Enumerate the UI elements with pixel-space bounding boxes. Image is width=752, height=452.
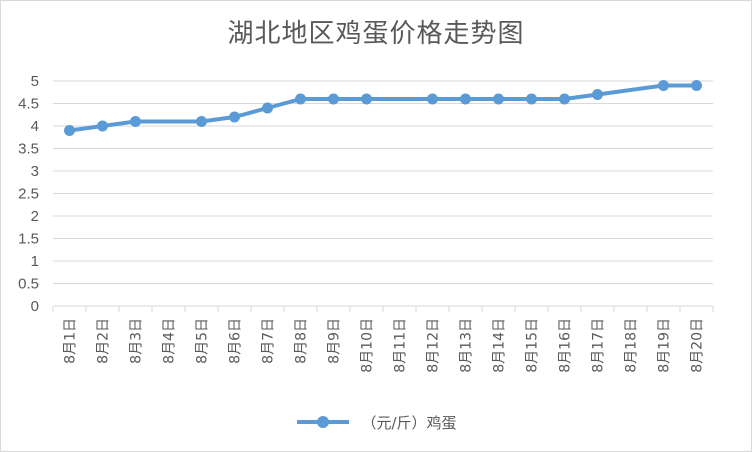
x-tick-label: 8月6日 <box>228 318 244 364</box>
y-tick-label: 2.5 <box>18 186 39 203</box>
y-tick-label: 4 <box>31 118 39 135</box>
data-point <box>361 93 372 105</box>
data-point <box>328 93 339 105</box>
data-point <box>130 116 141 127</box>
x-tick-label: 8月4日 <box>162 318 178 364</box>
x-tick-label: 8月11日 <box>393 318 409 373</box>
y-tick-label: 0.5 <box>18 276 39 293</box>
legend-marker <box>297 416 350 428</box>
y-tick-label: 1.5 <box>18 231 39 248</box>
x-tick-label: 8月7日 <box>261 318 277 364</box>
legend-label: （元/斤）鸡蛋 <box>361 413 457 432</box>
y-tick-label: 0 <box>31 298 39 315</box>
data-point <box>526 93 537 105</box>
data-point <box>64 125 75 136</box>
x-tick-label: 8月8日 <box>294 318 310 364</box>
x-tick-label: 8月14日 <box>492 318 508 373</box>
legend: （元/斤）鸡蛋 <box>1 410 751 434</box>
x-tick-label: 8月15日 <box>525 318 541 373</box>
data-point <box>658 80 669 91</box>
data-point <box>295 93 306 105</box>
x-tick-label: 8月5日 <box>195 318 211 364</box>
x-tick-label: 8月3日 <box>129 318 145 364</box>
y-tick-label: 5 <box>31 73 39 90</box>
x-tick-label: 8月1日 <box>63 318 79 364</box>
chart-title: 湖北地区鸡蛋价格走势图 <box>227 19 525 49</box>
x-tick-label: 8月18日 <box>624 318 640 373</box>
data-point <box>427 93 438 105</box>
y-tick-label: 2 <box>31 208 39 225</box>
y-tick-label: 4.5 <box>18 96 39 113</box>
data-point <box>592 89 603 100</box>
x-tick-label: 8月16日 <box>558 318 574 373</box>
y-tick-label: 1 <box>31 253 39 270</box>
x-tick-label: 8月17日 <box>591 318 607 373</box>
data-point <box>229 111 240 123</box>
data-point <box>97 120 108 132</box>
y-tick-label: 3.5 <box>18 141 39 158</box>
x-tick-label: 8月10日 <box>360 318 376 373</box>
data-point <box>196 116 207 127</box>
x-tick-label: 8月19日 <box>657 318 673 373</box>
x-tick-label: 8月9日 <box>327 318 343 364</box>
data-point <box>493 93 504 105</box>
data-point <box>460 93 471 105</box>
data-point <box>262 102 273 114</box>
x-tick-label: 8月13日 <box>459 318 475 373</box>
data-point <box>559 93 570 105</box>
x-tick-label: 8月2日 <box>96 318 112 364</box>
data-point <box>691 80 702 91</box>
x-tick-label: 8月20日 <box>690 318 706 373</box>
x-tick-label: 8月12日 <box>426 318 442 373</box>
y-tick-label: 3 <box>31 163 39 180</box>
